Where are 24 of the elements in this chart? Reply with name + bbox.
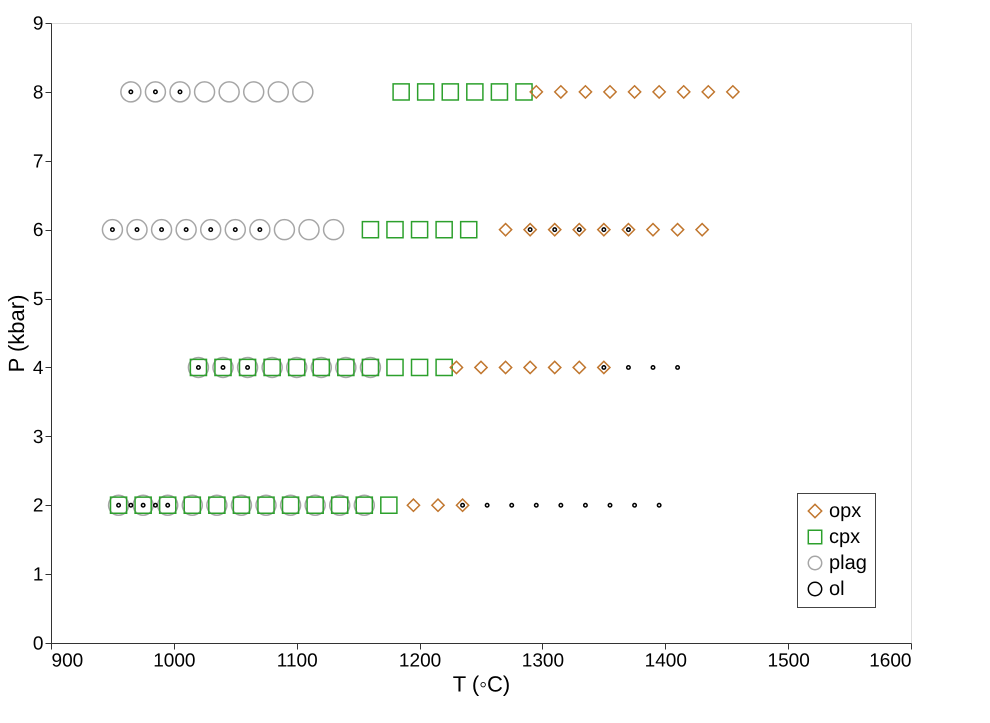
y-tick-label: 7 bbox=[32, 151, 44, 172]
y-tick-label: 4 bbox=[32, 358, 44, 379]
x-tick-label: 1000 bbox=[153, 650, 196, 672]
y-tick-label: 5 bbox=[32, 289, 44, 310]
y-tick-label: 2 bbox=[32, 496, 44, 517]
y-axis-title: P (kbar) bbox=[4, 294, 29, 372]
x-tick-label: 1600 bbox=[869, 650, 912, 672]
y-tick-label: 3 bbox=[32, 426, 44, 448]
legend-label: ol bbox=[829, 578, 845, 600]
y-tick-label: 9 bbox=[32, 14, 44, 34]
y-tick-label: 6 bbox=[32, 220, 44, 242]
x-tick-label: 1300 bbox=[522, 650, 564, 672]
x-axis-title: T (◦C) bbox=[452, 672, 510, 696]
x-tick-label: 1500 bbox=[768, 650, 810, 672]
y-tick-label: 8 bbox=[32, 82, 44, 104]
legend-label: cpx bbox=[829, 526, 860, 548]
x-tick-label: 1100 bbox=[276, 650, 318, 672]
y-tick-label: 1 bbox=[32, 564, 44, 586]
legend-label: plag bbox=[829, 552, 867, 574]
y-tick-label: 0 bbox=[32, 634, 44, 654]
x-tick-label: 1200 bbox=[398, 650, 442, 672]
legend-label: opx bbox=[829, 500, 862, 522]
x-tick-label: 1400 bbox=[644, 650, 687, 672]
x-tick-label: 900 bbox=[52, 650, 84, 672]
